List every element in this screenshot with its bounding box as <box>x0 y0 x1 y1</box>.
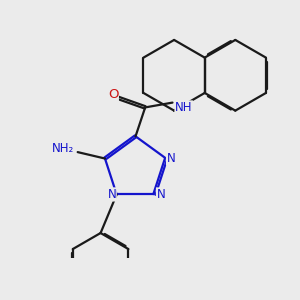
Text: O: O <box>108 88 118 101</box>
Text: NH: NH <box>175 101 193 114</box>
Text: NH₂: NH₂ <box>52 142 74 155</box>
Text: N: N <box>167 152 175 165</box>
Text: N: N <box>107 188 116 201</box>
Text: N: N <box>157 188 165 201</box>
